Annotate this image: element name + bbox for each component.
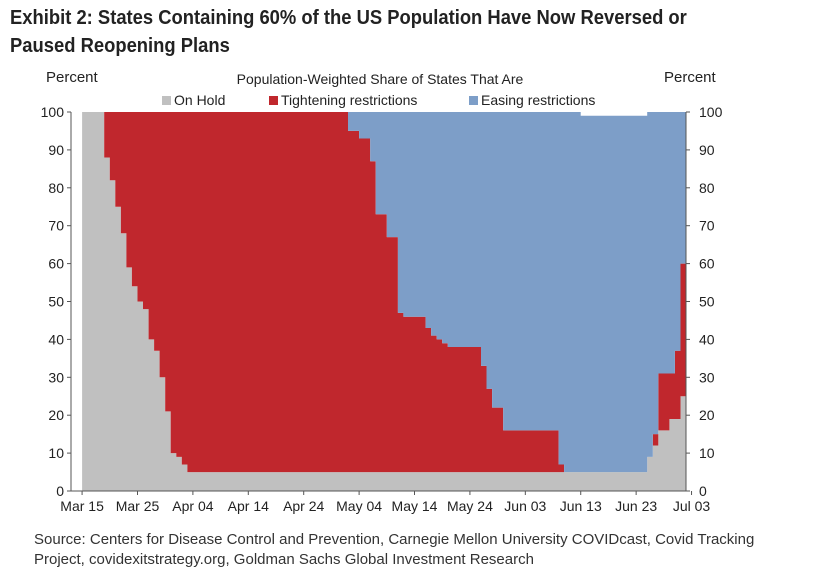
y-tick-label-right: 70 [699,218,715,234]
y-tick-label-left: 10 [48,445,64,461]
x-tick-label: Jun 23 [615,498,657,514]
legend-label-easing: Easing restrictions [481,92,595,108]
x-tick-label: Mar 15 [60,498,104,514]
y-tick-label-right: 60 [699,256,715,272]
legend-swatch-tightening [269,96,278,105]
area-easing [82,112,687,473]
y-tick-label-left: 80 [48,180,64,196]
source-note: Source: Centers for Disease Control and … [34,531,755,568]
y-tick-label-left: 30 [48,369,64,385]
x-tick-label: Jun 03 [504,498,546,514]
x-tick-label: Jul 03 [673,498,711,514]
x-tick-label: Apr 24 [283,498,324,514]
y-tick-label-right: 50 [699,294,715,310]
y-tick-label-left: 50 [48,294,64,310]
y-tick-label-left: 100 [41,104,65,120]
x-tick-label: Jun 13 [560,498,602,514]
area-on-hold [82,112,687,491]
y-tick-label-right: 90 [699,142,715,158]
y-tick-label-right: 0 [699,483,707,499]
x-tick-label: May 04 [336,498,382,514]
y-tick-label-left: 20 [48,407,64,423]
legend: On Hold Tightening restrictions Easing r… [162,92,595,108]
legend-label-on-hold: On Hold [174,92,225,108]
x-tick-label: May 24 [447,498,493,514]
exhibit-title: Exhibit 2: States Containing 60% of the … [10,7,687,57]
x-tick-label: Apr 14 [228,498,269,514]
y-axis-label-left: Percent [46,69,99,86]
y-tick-label-left: 0 [56,483,64,499]
area-series [82,112,687,491]
y-tick-label-right: 30 [699,369,715,385]
y-tick-label-right: 80 [699,180,715,196]
axes: 0 0 10 10 20 20 30 30 40 40 50 50 60 60 70 70 80 80 90 90 10… [41,104,723,514]
legend-swatch-on-hold [162,96,171,105]
area-tightening [82,112,687,473]
x-tick-label: Mar 25 [116,498,160,514]
y-axis-label-right: Percent [664,69,717,86]
y-tick-label-right: 40 [699,331,715,347]
y-tick-label-left: 60 [48,256,64,272]
y-tick-label-left: 40 [48,331,64,347]
legend-label-tightening: Tightening restrictions [281,92,417,108]
y-tick-label-right: 100 [699,104,723,120]
x-tick-label: May 14 [392,498,438,514]
x-tick-label: Apr 04 [172,498,213,514]
y-tick-label-right: 20 [699,407,715,423]
y-tick-label-right: 10 [699,445,715,461]
y-tick-label-left: 70 [48,218,64,234]
y-tick-label-left: 90 [48,142,64,158]
legend-swatch-easing [469,96,478,105]
chart-subtitle: Population-Weighted Share of States That… [237,71,524,87]
